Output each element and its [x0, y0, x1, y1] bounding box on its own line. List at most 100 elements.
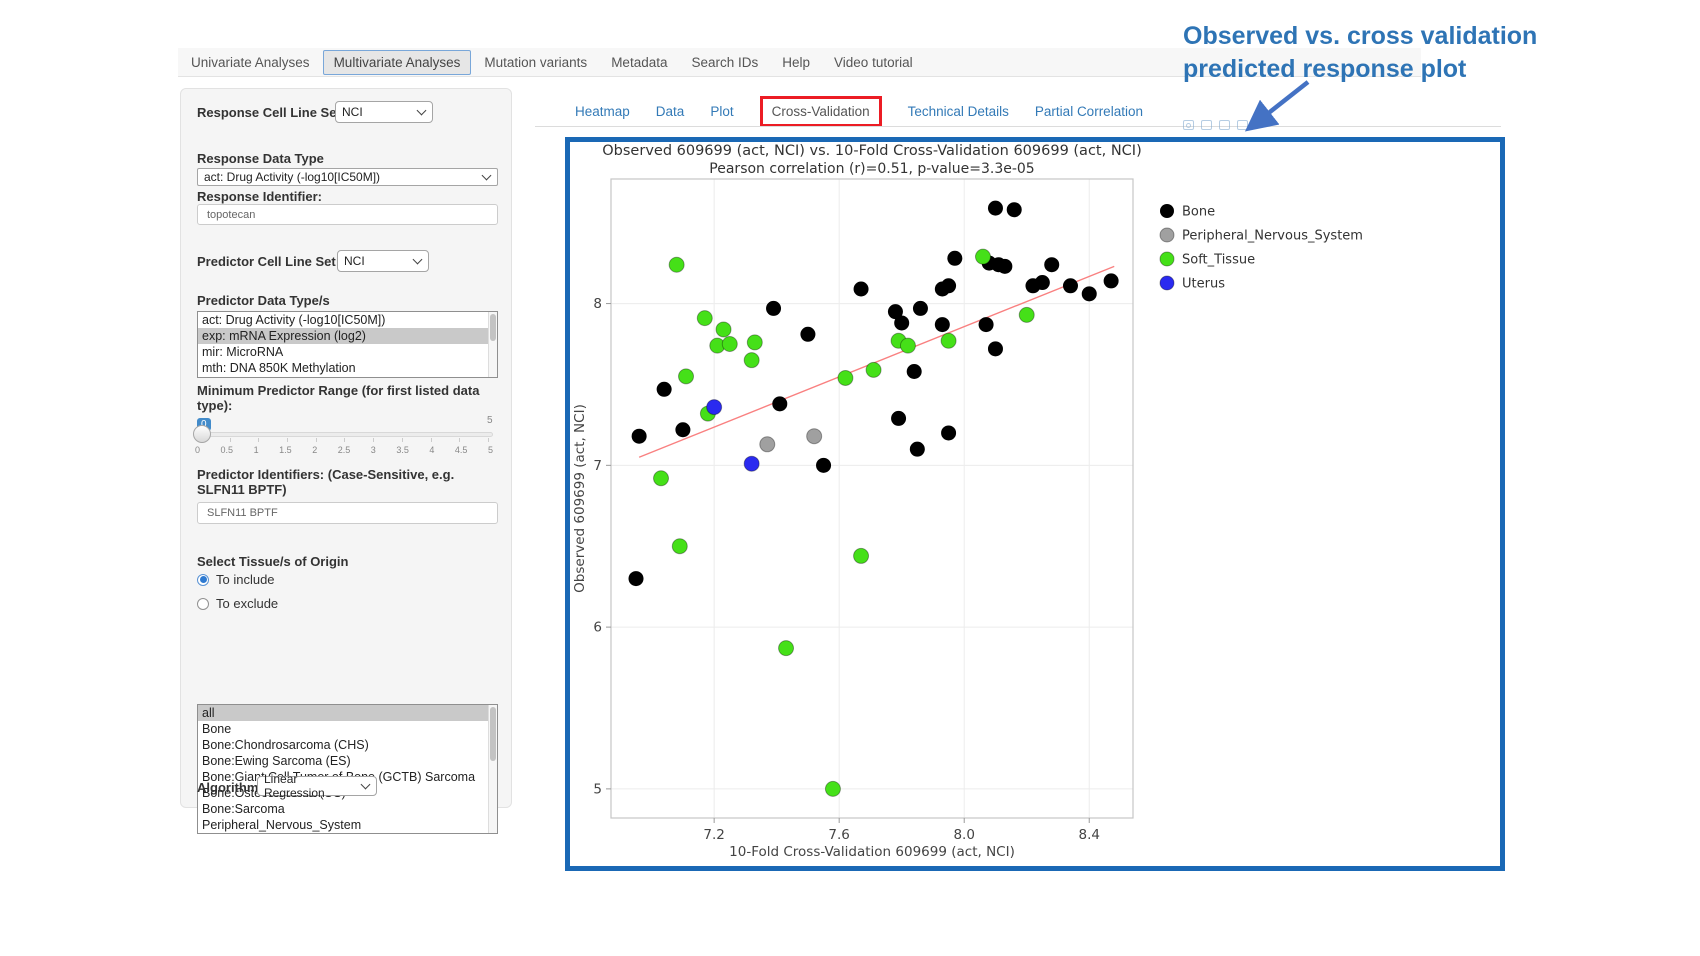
legend-item-peripheral-nervous-system[interactable]: Peripheral_Nervous_System	[1159, 227, 1363, 244]
scatter-point[interactable]	[974, 248, 991, 265]
scatter-point[interactable]	[899, 337, 916, 354]
option-bone-sarcoma[interactable]: Bone:Sarcoma	[202, 802, 285, 816]
scatter-point[interactable]	[721, 336, 738, 353]
scatter-point[interactable]	[940, 332, 957, 349]
nav-tab-univariate-analyses[interactable]: Univariate Analyses	[191, 54, 310, 70]
algorithm-select[interactable]: Linear Regression	[257, 772, 377, 800]
scatter-point[interactable]	[865, 361, 882, 378]
option-peripheral-nervous-system[interactable]: Peripheral_Nervous_System	[202, 818, 362, 832]
nav-tab-mutation-variants[interactable]: Mutation variants	[484, 54, 588, 70]
legend-item-bone[interactable]: Bone	[1160, 204, 1215, 220]
scatter-point[interactable]	[853, 281, 869, 297]
tab-cross-validation[interactable]: Cross-Validation	[759, 96, 882, 127]
radio-to-exclude[interactable]: To exclude	[197, 596, 278, 611]
option-act-drug-activity-log10-ic50m[interactable]: act: Drug Activity (-log10[IC50M])	[202, 313, 386, 327]
scatter-point[interactable]	[759, 436, 776, 453]
scrollbar[interactable]	[488, 705, 497, 833]
radio-label: To exclude	[216, 596, 279, 611]
response-data-type-select[interactable]: act: Drug Activity (-log10[IC50M])	[197, 168, 498, 186]
tab-technical-details[interactable]: Technical Details	[907, 104, 1009, 119]
scatter-point[interactable]	[806, 428, 823, 445]
nav-tab-help[interactable]: Help	[782, 54, 811, 70]
radio-button-icon[interactable]	[197, 573, 209, 586]
option-bone-chondrosarcoma-chs[interactable]: Bone:Chondrosarcoma (CHS)	[202, 738, 369, 752]
tab-partial-correlation[interactable]: Partial Correlation	[1034, 104, 1143, 119]
response-cell-line-set-select[interactable]: NCI	[335, 101, 433, 123]
scatter-point[interactable]	[1062, 278, 1078, 294]
option-mth-dna-850k-methylation[interactable]: mth: DNA 850K Methylation	[202, 361, 356, 375]
scatter-point[interactable]	[628, 571, 644, 587]
option-mir-microrna[interactable]: mir: MicroRNA	[202, 345, 284, 359]
scatter-point[interactable]	[631, 428, 647, 444]
scatter-point[interactable]	[912, 300, 928, 316]
tab-data[interactable]: Data	[655, 104, 685, 119]
scatter-point[interactable]	[987, 341, 1003, 357]
radio-to-include[interactable]: To include	[197, 572, 278, 587]
nav-tab-multivariate-analyses[interactable]: Multivariate Analyses	[322, 49, 472, 75]
scatter-point[interactable]	[941, 425, 957, 441]
scatter-point[interactable]	[772, 396, 788, 412]
scatter-point[interactable]	[696, 310, 713, 327]
zoom-in-icon[interactable]	[1201, 120, 1212, 130]
scatter-point[interactable]	[743, 455, 760, 472]
scatter-point[interactable]	[947, 250, 963, 266]
scatter-point[interactable]	[824, 780, 841, 797]
legend-item-uterus[interactable]: Uterus	[1159, 275, 1225, 292]
scatter-point[interactable]	[746, 334, 763, 351]
scatter-point[interactable]	[653, 470, 670, 487]
scatter-point[interactable]	[837, 369, 854, 386]
scatter-point[interactable]	[675, 422, 691, 438]
scatter-point[interactable]	[766, 300, 782, 316]
scrollbar-thumb[interactable]	[490, 707, 496, 761]
option-exp-mrna-expression-log2[interactable]: exp: mRNA Expression (log2)	[198, 328, 497, 344]
scatter-point[interactable]	[668, 256, 685, 273]
scatter-point[interactable]	[1018, 306, 1035, 323]
scatter-point[interactable]	[778, 640, 795, 657]
scatter-point[interactable]	[671, 538, 688, 555]
scrollbar[interactable]	[488, 312, 497, 377]
camera-icon[interactable]	[1183, 120, 1194, 130]
scrollbar-thumb[interactable]	[490, 314, 496, 342]
scatter-point[interactable]	[1081, 286, 1097, 302]
scatter-point[interactable]	[656, 381, 672, 397]
option-bone[interactable]: Bone	[202, 722, 232, 736]
slider-handle[interactable]	[193, 425, 211, 443]
legend-item-soft-tissue[interactable]: Soft_Tissue	[1159, 251, 1255, 268]
scatter-point[interactable]	[997, 258, 1013, 274]
scatter-point[interactable]	[1044, 257, 1060, 273]
scatter-point[interactable]	[678, 368, 695, 385]
scatter-point[interactable]	[934, 317, 950, 333]
scatter-point[interactable]	[1006, 202, 1022, 218]
scatter-point[interactable]	[743, 352, 760, 369]
scatter-point[interactable]	[941, 278, 957, 294]
response-cell-line-set-value: NCI	[342, 105, 363, 119]
nav-tab-video-tutorial[interactable]: Video tutorial	[834, 54, 913, 70]
scatter-point[interactable]	[894, 315, 910, 331]
predictor-identifiers-input[interactable]: SLFN11 BPTF	[197, 502, 498, 524]
tab-heatmap[interactable]: Heatmap	[575, 104, 630, 119]
option-bone-ewing-sarcoma-es[interactable]: Bone:Ewing Sarcoma (ES)	[202, 754, 351, 768]
scatter-point[interactable]	[816, 457, 832, 473]
pan-icon[interactable]	[1219, 120, 1230, 130]
scatter-point[interactable]	[1103, 273, 1119, 289]
tab-plot[interactable]: Plot	[710, 104, 734, 119]
radio-button-icon[interactable]	[197, 597, 209, 610]
x-tick-label: 8.0	[953, 827, 974, 843]
option-all[interactable]: all	[198, 705, 497, 721]
scatter-point[interactable]	[800, 326, 816, 342]
scatter-point[interactable]	[853, 547, 870, 564]
predictor-cell-line-set-select[interactable]: NCI	[337, 250, 429, 272]
scatter-point[interactable]	[706, 399, 723, 416]
scatter-point[interactable]	[1034, 275, 1050, 291]
scatter-point[interactable]	[906, 364, 922, 380]
scatter-point[interactable]	[909, 441, 925, 457]
scatter-point[interactable]	[987, 200, 1003, 216]
scatter-point[interactable]	[887, 304, 903, 320]
scatter-point[interactable]	[891, 410, 907, 426]
slider-track[interactable]	[197, 432, 493, 437]
scatter-point[interactable]	[715, 321, 732, 338]
nav-tab-search-ids[interactable]: Search IDs	[691, 54, 759, 70]
response-identifier-input[interactable]: topotecan	[197, 204, 498, 225]
scatter-point[interactable]	[978, 317, 994, 333]
nav-tab-metadata[interactable]: Metadata	[611, 54, 668, 70]
